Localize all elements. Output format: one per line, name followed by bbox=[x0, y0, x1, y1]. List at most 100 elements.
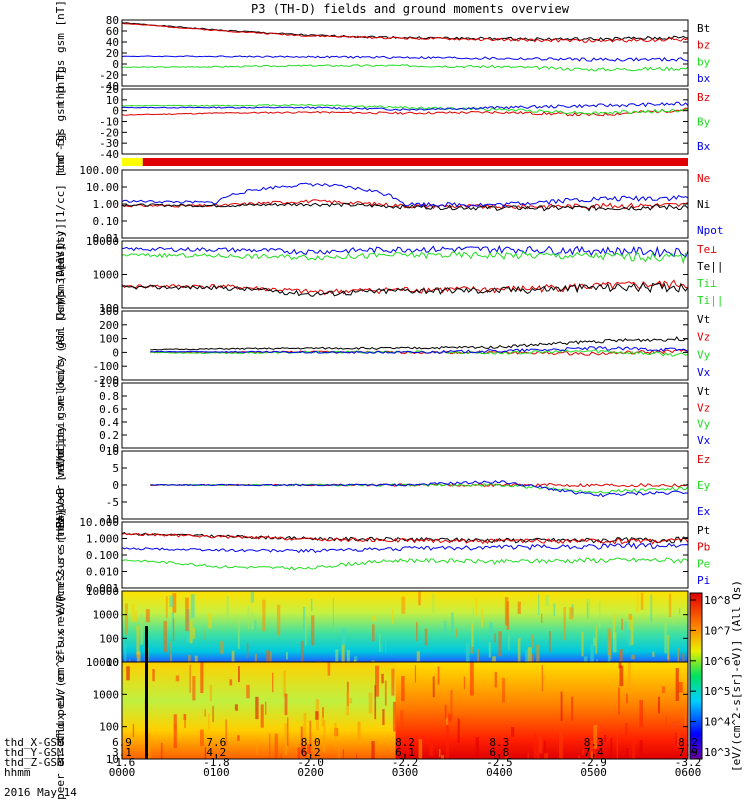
spectrogram-cell bbox=[416, 621, 418, 641]
footer-value: 0600 bbox=[675, 766, 702, 779]
spectrogram-cell bbox=[626, 693, 628, 704]
panel-10: 10000 1000 100 10 thd peir en eflux eV/(cm^2… bbox=[54, 511, 689, 742]
spectrogram-cell bbox=[661, 686, 666, 693]
spectrogram-cell bbox=[569, 607, 574, 620]
spectrogram-cell bbox=[189, 621, 193, 644]
spectrogram-cell bbox=[536, 644, 540, 662]
spectrogram-cell bbox=[269, 733, 271, 759]
spectrogram-cell bbox=[640, 592, 644, 610]
spectrogram-cell bbox=[342, 749, 345, 759]
spectrogram-cell bbox=[678, 608, 681, 615]
panel-9: 10.000 1.000 0.100 0.010 0.001 Pressure [nPa]… bbox=[54, 509, 710, 602]
spectrogram-cell bbox=[538, 594, 540, 616]
spectrogram-cell bbox=[627, 630, 632, 647]
y-tick-label: 0 bbox=[112, 479, 119, 492]
panel-frame bbox=[121, 382, 689, 449]
spectrogram-cell bbox=[664, 621, 667, 654]
y-tick-label: 20 bbox=[106, 83, 119, 96]
spectrogram-cell bbox=[124, 603, 129, 635]
legend-Ti⊥: Ti⊥ bbox=[697, 277, 717, 290]
spectrogram-cell bbox=[596, 658, 598, 662]
spectrogram-cell bbox=[148, 734, 151, 759]
mode-bar-segment bbox=[122, 158, 143, 166]
spectrogram-cell bbox=[391, 668, 395, 696]
footer-row-label: hhmm bbox=[4, 766, 31, 779]
y-tick-label: 1000 bbox=[93, 269, 120, 282]
y-tick-label: -20 bbox=[99, 126, 119, 139]
spectrogram-cell bbox=[226, 596, 229, 620]
spectrogram-cell bbox=[173, 714, 177, 749]
spectrogram-cell bbox=[621, 618, 623, 631]
spectrogram-cell bbox=[429, 742, 434, 756]
spectrogram-cell bbox=[382, 709, 385, 725]
spectrogram-cell bbox=[315, 711, 319, 720]
footer-value: 6.8 bbox=[489, 746, 509, 759]
footer-row-label: thd_X-GSM bbox=[4, 736, 64, 749]
spectrogram-cell bbox=[675, 732, 677, 745]
series-line-Te⊥ bbox=[122, 279, 688, 296]
spectrogram-cell bbox=[494, 671, 497, 688]
spectrogram-cell bbox=[494, 633, 496, 643]
panel-frame bbox=[121, 521, 689, 589]
spectrogram-cell bbox=[349, 697, 353, 704]
spectrogram-cell bbox=[416, 651, 420, 662]
data-gap-bar bbox=[145, 662, 148, 759]
series-line-Ti⊥ bbox=[122, 244, 688, 258]
spectrogram-cell bbox=[246, 643, 249, 658]
legend-by: by bbox=[697, 55, 711, 68]
legend-By: By bbox=[697, 116, 711, 129]
spectrogram-cell bbox=[199, 729, 204, 747]
spectrogram-cell bbox=[163, 620, 167, 653]
y-tick-label: 0.01 bbox=[93, 232, 120, 245]
spectrogram-cell bbox=[612, 613, 616, 639]
y-tick-label: 200 bbox=[99, 319, 119, 332]
panel-7: 1.00.80.60.40.20.0 thd peer velocity gsm … bbox=[54, 293, 711, 538]
spectrogram-cell bbox=[618, 687, 620, 715]
series-line-Ex bbox=[150, 480, 688, 498]
spectrogram-cell bbox=[266, 650, 271, 662]
series-line-Pt bbox=[122, 532, 688, 545]
legend-Ez: Ez bbox=[697, 453, 710, 466]
footer-value: 4.2 bbox=[206, 746, 226, 759]
legend-Ey: Ey bbox=[697, 479, 711, 492]
y-tick-label: -10 bbox=[99, 513, 119, 526]
spectrogram-cell bbox=[450, 690, 453, 722]
legend-Vz: Vz bbox=[697, 401, 710, 414]
y-tick-label: -5 bbox=[106, 496, 119, 509]
y-tick-label: 10 bbox=[106, 753, 119, 766]
footer-value: 6.2 bbox=[301, 746, 321, 759]
spectrogram-cell bbox=[300, 640, 304, 662]
spectrogram-cell bbox=[346, 691, 349, 716]
series-line-by bbox=[122, 64, 688, 72]
spectrogram-cell bbox=[237, 666, 240, 683]
spectrogram-cell bbox=[446, 725, 449, 759]
legend-Vx: Vx bbox=[697, 434, 711, 447]
spectrogram-cell bbox=[411, 753, 414, 759]
spectrogram-cell bbox=[128, 659, 131, 662]
series-line-Bt bbox=[122, 22, 688, 42]
spectrogram-cell bbox=[208, 713, 210, 729]
spectrogram-cell bbox=[502, 677, 505, 703]
spectrogram-cell bbox=[527, 752, 529, 759]
colorbar: 10^8 10^7 10^6 10^5 10^4 10^3 [eV/(cm^2-s[sr]… bbox=[689, 580, 743, 772]
spectrogram-cell bbox=[437, 666, 440, 685]
footer-value: 7.4 bbox=[584, 746, 604, 759]
spectrogram-cell bbox=[498, 631, 502, 657]
spectrogram-cell bbox=[269, 651, 272, 662]
spectrogram-cell bbox=[274, 733, 278, 759]
spectrogram-cell bbox=[310, 598, 313, 612]
spectrogram-cell bbox=[639, 740, 643, 755]
spectrogram-cell bbox=[677, 647, 680, 662]
spectrogram-cell bbox=[302, 606, 306, 636]
spectrogram-cell bbox=[401, 596, 406, 614]
legend-Vt: Vt bbox=[697, 313, 710, 326]
legend-Pe: Pe bbox=[697, 557, 710, 570]
spectrogram-cell bbox=[250, 591, 255, 603]
spectrogram-cell bbox=[384, 680, 387, 706]
y-axis-label: thd peer en eflux eV/(cm^2-s-sr-eV) bbox=[54, 595, 67, 800]
y-tick-label: -20 bbox=[99, 69, 119, 82]
spectrogram-cell bbox=[368, 692, 373, 714]
spectrogram-cell bbox=[465, 643, 470, 662]
spectrogram-cell bbox=[160, 742, 163, 759]
spectrogram-cell bbox=[531, 654, 534, 662]
